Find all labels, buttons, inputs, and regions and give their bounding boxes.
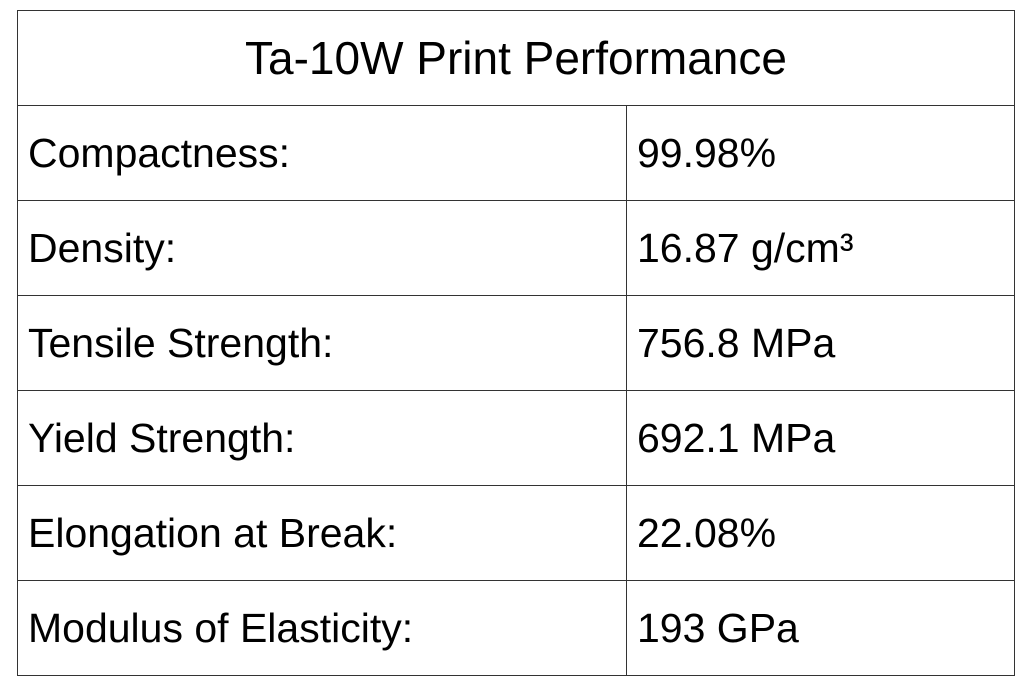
property-value: 16.87 g/cm³: [626, 200, 1015, 296]
table-body: Ta-10W Print Performance Compactness: 99.…: [17, 10, 1015, 676]
title-row: Ta-10W Print Performance: [17, 10, 1015, 106]
table-row: Yield Strength: 692.1 MPa: [17, 390, 1015, 486]
property-label: Density:: [17, 200, 627, 296]
property-value: 756.8 MPa: [626, 295, 1015, 391]
table-row: Elongation at Break: 22.08%: [17, 485, 1015, 581]
property-value: 22.08%: [626, 485, 1015, 581]
table-title: Ta-10W Print Performance: [17, 10, 1015, 106]
table-row: Modulus of Elasticity: 193 GPa: [17, 580, 1015, 676]
table-row: Density: 16.87 g/cm³: [17, 200, 1015, 296]
property-value: 193 GPa: [626, 580, 1015, 676]
performance-table: Ta-10W Print Performance Compactness: 99.…: [17, 10, 1015, 676]
property-value: 99.98%: [626, 105, 1015, 201]
property-value: 692.1 MPa: [626, 390, 1015, 486]
table-row: Tensile Strength: 756.8 MPa: [17, 295, 1015, 391]
property-label: Yield Strength:: [17, 390, 627, 486]
property-label: Compactness:: [17, 105, 627, 201]
property-label: Tensile Strength:: [17, 295, 627, 391]
property-label: Modulus of Elasticity:: [17, 580, 627, 676]
property-label: Elongation at Break:: [17, 485, 627, 581]
table-row: Compactness: 99.98%: [17, 105, 1015, 201]
